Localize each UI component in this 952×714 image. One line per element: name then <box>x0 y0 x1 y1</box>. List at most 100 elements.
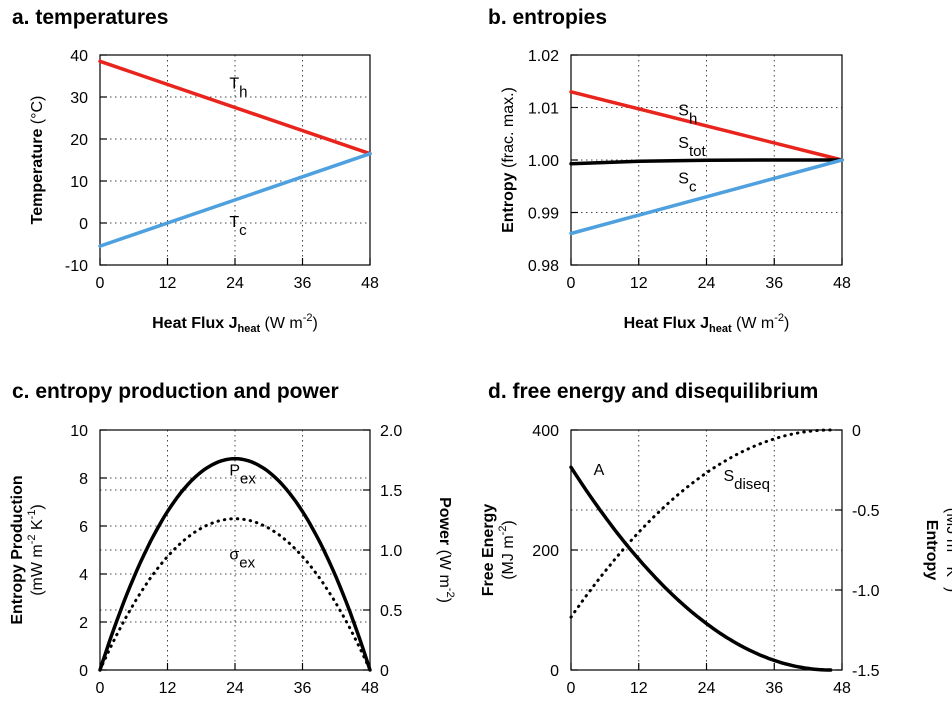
y-tick-label: 400 <box>532 423 559 440</box>
y-axis-label-units: (MJ m-2) <box>497 520 517 580</box>
y2-tick-label: 0 <box>852 423 861 440</box>
annotation-main: A <box>594 462 605 479</box>
y2-tick-label: -0.5 <box>852 503 880 520</box>
y2-axis-label: Power (W m-2) <box>436 497 456 603</box>
series-annotation: Pex <box>229 463 256 488</box>
y-tick-label: 4 <box>79 567 88 584</box>
x-tick-label: 24 <box>698 275 716 292</box>
x-tick-label: 0 <box>567 680 576 697</box>
y2-tick-label: -1.5 <box>852 663 880 680</box>
y-axis-label-units: (mW m-2 K-1) <box>26 504 46 596</box>
y2-tick-label: 0 <box>380 663 389 680</box>
y2-tick-label: 2.0 <box>380 423 402 440</box>
x-axis-label-close: ) <box>784 315 789 332</box>
y-axis-label-superscript2: -1 <box>26 510 38 520</box>
y2-axis-label-superscript: -2 <box>444 588 456 598</box>
y-tick-label: 8 <box>79 471 88 488</box>
annotation-subscript: c <box>689 179 697 196</box>
x-tick-label: 0 <box>567 275 576 292</box>
annotation-main: T <box>229 214 239 231</box>
x-axis-label: Heat Flux Jheat (W m-2) <box>152 312 318 335</box>
x-axis-label-main: Heat Flux J <box>152 315 237 332</box>
annotation-subscript: ex <box>240 471 256 488</box>
x-axis-label-subscript: heat <box>709 323 732 335</box>
x-axis-label-superscript: -2 <box>303 312 313 324</box>
x-tick-label: 0 <box>96 680 105 697</box>
x-axis-label-unit: (W m <box>260 315 303 332</box>
annotation-main: S <box>723 468 734 485</box>
y-tick-label: 6 <box>79 519 88 536</box>
series-line-s-diseq <box>569 428 833 619</box>
y-tick-label: 200 <box>532 543 559 560</box>
y2-tick-label: 1.5 <box>380 483 402 500</box>
y-tick-label: 0 <box>79 216 88 233</box>
y2-axis-label-units: (MJ m-2 K-1) <box>943 508 952 592</box>
x-axis-label: Heat Flux Jheat (W m-2) <box>624 312 790 335</box>
series-annotation: A <box>594 462 605 479</box>
panel-title: c. entropy production and power <box>12 380 339 403</box>
annotation-main: S <box>678 135 689 152</box>
panel-title: b. entropies <box>488 6 607 29</box>
annotation-main: σ <box>229 547 239 564</box>
x-tick-label: 48 <box>361 275 379 292</box>
y-axis-label-unit: (MJ m <box>500 535 517 579</box>
series-annotation: Stot <box>678 135 706 160</box>
x-axis-label-subscript: heat <box>237 323 260 335</box>
y-tick-label: -10 <box>65 258 88 275</box>
y2-tick-label: 1.0 <box>380 543 402 560</box>
x-axis-label-main: Heat Flux J <box>624 315 709 332</box>
annotation-subscript: diseq <box>734 476 770 493</box>
x-tick-label: 36 <box>765 680 783 697</box>
series-annotation: Th <box>229 76 247 101</box>
annotation-main: T <box>229 76 239 93</box>
y-tick-label: 0 <box>550 663 559 680</box>
series-annotation: σex <box>229 547 255 572</box>
annotation-main: S <box>678 102 689 119</box>
panel-title: a. temperatures <box>12 6 168 29</box>
x-tick-label: 48 <box>833 275 851 292</box>
y-tick-label: 40 <box>70 48 88 65</box>
y-axis-label-close: ) <box>29 504 46 509</box>
y2-tick-label: 0.5 <box>380 603 402 620</box>
x-tick-label: 36 <box>765 275 783 292</box>
y-axis-label-unit: (mW m <box>29 544 46 596</box>
y2-axis-label-main: Entropy <box>923 520 940 581</box>
series-line-t-c <box>98 151 372 248</box>
y-axis-label-superscript: -2 <box>497 526 509 536</box>
x-axis-label-superscript: -2 <box>774 312 784 324</box>
y-axis-label-main: Entropy Production <box>9 475 26 624</box>
x-tick-label: 36 <box>294 275 312 292</box>
series-annotation: Tc <box>229 214 247 239</box>
chart-panel-2: b. entropies 0 12 24 36 48 0.98 0.99 1.00 1.01 1.0… <box>488 6 851 335</box>
series-annotation: Sdiseq <box>723 468 770 493</box>
y2-axis-label-unit: (W m <box>436 545 453 588</box>
y-axis-label: Free Energy <box>480 504 497 597</box>
annotation-main: S <box>678 171 689 188</box>
x-tick-label: 12 <box>159 275 177 292</box>
y-axis-label-main: Entropy <box>500 172 517 233</box>
y-axis-label: Temperature (°C) <box>29 96 46 225</box>
y-axis-label-unit2: K <box>29 519 46 534</box>
series-annotation: Sc <box>678 171 697 196</box>
y2-axis-label-unit: (MJ m <box>943 508 952 552</box>
y-tick-label: 10 <box>70 423 88 440</box>
y-tick-label: 10 <box>70 174 88 191</box>
y-axis-label-superscript: -2 <box>26 534 38 544</box>
y2-tick-label: -1.0 <box>852 583 880 600</box>
y-tick-label: 0 <box>79 663 88 680</box>
y-axis-label-main: Temperature <box>29 129 46 225</box>
y2-axis-label-unit2: K <box>943 562 952 577</box>
series-line-s-c <box>569 158 844 236</box>
y-axis-label-unit: (frac. max.) <box>500 87 517 172</box>
x-tick-label: 12 <box>630 680 648 697</box>
series-line-s-tot <box>569 158 844 166</box>
y2-axis-label-close: ) <box>436 598 453 603</box>
y-axis-label: Entropy (frac. max.) <box>500 87 517 233</box>
x-tick-label: 24 <box>226 680 244 697</box>
x-tick-label: 24 <box>698 680 716 697</box>
x-tick-label: 36 <box>294 680 312 697</box>
y-tick-label: 20 <box>70 132 88 149</box>
series-line-s-h <box>569 90 844 162</box>
series-line-t-h <box>98 59 372 156</box>
